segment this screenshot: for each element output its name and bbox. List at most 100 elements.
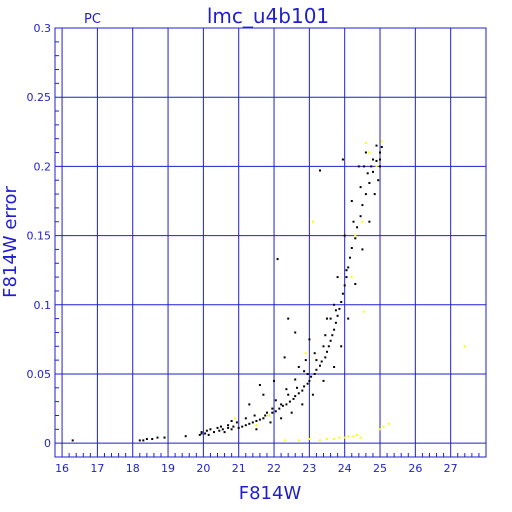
data-point-yellow xyxy=(364,141,367,144)
data-point xyxy=(315,359,318,362)
data-point-yellow xyxy=(333,438,336,440)
data-point-yellow xyxy=(343,436,346,439)
data-point xyxy=(274,399,277,402)
data-point xyxy=(354,283,357,285)
data-point xyxy=(313,373,316,375)
data-point xyxy=(310,375,313,378)
x-tick-label: 27 xyxy=(444,462,458,475)
data-point xyxy=(333,303,336,306)
data-point xyxy=(324,356,327,359)
data-point xyxy=(336,314,339,317)
data-point xyxy=(281,404,284,407)
data-point xyxy=(271,411,274,414)
x-tick-label: 21 xyxy=(232,462,246,475)
data-point xyxy=(244,417,247,420)
data-point xyxy=(244,424,247,427)
data-point xyxy=(287,317,290,320)
data-point xyxy=(248,422,251,425)
data-point xyxy=(255,428,258,431)
data-point xyxy=(253,414,256,417)
data-point-yellow xyxy=(359,436,362,439)
data-point xyxy=(290,411,293,414)
data-point-yellow xyxy=(375,165,378,168)
data-point xyxy=(370,165,373,168)
data-point xyxy=(363,165,366,168)
data-point xyxy=(311,393,314,396)
data-point xyxy=(372,170,374,173)
data-point xyxy=(227,426,230,429)
data-point xyxy=(287,393,290,396)
data-point xyxy=(258,384,261,386)
data-point-yellow xyxy=(363,310,366,313)
data-point xyxy=(255,420,258,422)
data-point xyxy=(364,151,367,154)
data-point xyxy=(350,247,353,249)
data-point-yellow xyxy=(350,276,353,279)
data-point xyxy=(294,378,297,381)
data-points xyxy=(71,140,466,442)
x-tick-label: 26 xyxy=(408,462,422,475)
x-tick-label: 18 xyxy=(126,462,140,475)
data-point xyxy=(329,339,332,342)
data-point xyxy=(220,425,222,428)
plot-frame xyxy=(54,27,487,458)
y-tick-label: 0.1 xyxy=(34,299,52,312)
data-point xyxy=(345,269,348,272)
data-point xyxy=(230,420,233,422)
data-point-yellow xyxy=(347,435,350,438)
y-tick-label: 0.2 xyxy=(34,160,52,173)
data-point xyxy=(209,428,212,431)
data-point xyxy=(341,292,344,295)
data-point xyxy=(280,417,283,420)
data-point xyxy=(227,424,230,427)
data-point xyxy=(248,403,251,406)
data-point xyxy=(269,421,272,424)
data-point-yellow xyxy=(382,425,385,428)
data-point xyxy=(294,331,297,334)
data-point xyxy=(322,345,325,348)
data-point xyxy=(151,438,154,440)
data-point xyxy=(326,350,328,353)
x-tick-label: 17 xyxy=(90,462,104,475)
data-point xyxy=(347,317,350,320)
data-point xyxy=(283,356,286,359)
data-point-yellow xyxy=(326,438,328,440)
data-point xyxy=(207,433,210,436)
data-point xyxy=(352,220,355,223)
data-point-yellow xyxy=(379,428,381,431)
data-point xyxy=(230,428,233,431)
x-tick-label: 20 xyxy=(196,462,210,475)
data-point xyxy=(343,284,346,287)
data-point xyxy=(340,345,343,348)
data-point xyxy=(221,428,224,431)
y-tick-label: 0.15 xyxy=(27,230,52,243)
data-point xyxy=(336,276,339,279)
data-point xyxy=(163,436,166,439)
data-point-yellow xyxy=(255,424,258,427)
data-point xyxy=(340,301,343,303)
data-point xyxy=(216,426,219,429)
data-point xyxy=(184,435,187,438)
data-point xyxy=(200,432,203,435)
x-tick-label: 23 xyxy=(302,462,316,475)
data-point xyxy=(285,388,288,391)
data-point xyxy=(292,397,295,400)
data-point xyxy=(341,158,344,161)
data-point xyxy=(232,425,235,428)
data-point xyxy=(347,266,350,269)
data-point-yellow xyxy=(387,422,390,425)
y-axis-ticks: 0 0.05 0.1 0.15 0.2 0.25 0.3 xyxy=(27,22,52,450)
corner-label: PC xyxy=(84,12,101,27)
data-point xyxy=(334,321,337,324)
y-tick-label: 0.05 xyxy=(27,368,52,381)
data-point xyxy=(364,193,367,196)
data-point xyxy=(241,425,244,428)
data-point xyxy=(359,186,362,189)
data-point xyxy=(366,172,369,175)
data-point xyxy=(356,226,359,229)
data-point xyxy=(138,439,141,442)
data-point xyxy=(297,366,300,368)
data-point-yellow xyxy=(354,234,357,237)
data-point xyxy=(294,395,297,398)
